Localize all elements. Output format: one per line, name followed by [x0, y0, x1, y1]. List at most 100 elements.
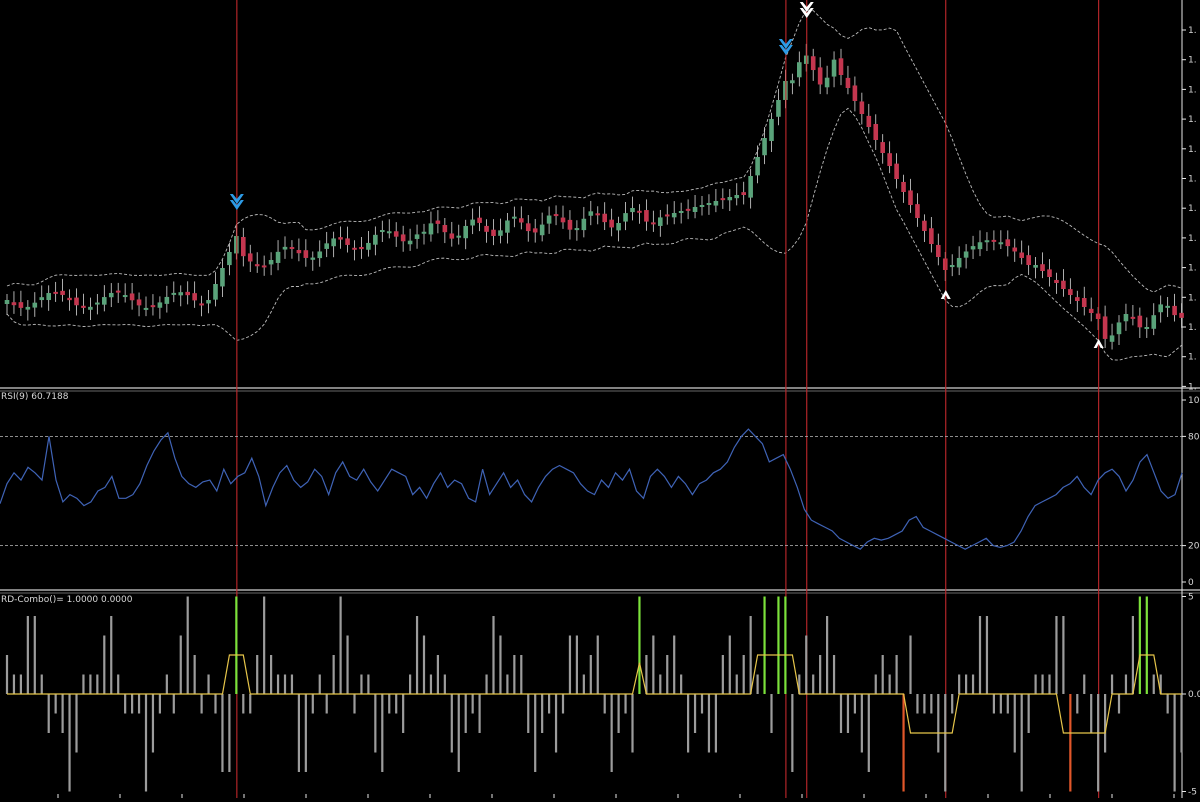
- candle-body: [574, 228, 580, 231]
- candle-body: [532, 228, 538, 233]
- histogram-bar: [1110, 674, 1114, 694]
- histogram-bar: [457, 694, 460, 772]
- histogram-bar: [235, 596, 238, 694]
- histogram-bar: [1145, 596, 1148, 694]
- price-axis-label: 1.: [1188, 204, 1197, 214]
- price-axis-label: 1.: [1188, 56, 1197, 66]
- histogram-bar: [228, 694, 231, 772]
- candle-body: [1165, 305, 1170, 308]
- histogram-bar: [131, 694, 134, 714]
- price-axis-label: 1.: [1188, 85, 1197, 95]
- histogram-bar: [554, 694, 558, 753]
- bollinger-lower-band: [6, 107, 1182, 361]
- candle-body: [776, 100, 781, 117]
- histogram-bar: [999, 694, 1002, 714]
- candle-body: [122, 295, 128, 298]
- candle-body: [852, 85, 858, 101]
- histogram-bar: [805, 635, 808, 694]
- candle-body: [1033, 265, 1038, 268]
- candle-body: [32, 302, 38, 308]
- candle-body: [88, 306, 93, 310]
- histogram-bar: [75, 694, 78, 753]
- price-axis-label: 1.: [1188, 293, 1197, 303]
- histogram-bar: [971, 674, 975, 694]
- histogram-bar: [1159, 674, 1162, 694]
- candle-body: [519, 218, 524, 223]
- candle-body: [380, 230, 385, 233]
- histogram-bar: [1104, 694, 1107, 753]
- histogram-bar: [756, 674, 759, 694]
- candle-body: [60, 290, 65, 295]
- histogram-bar: [881, 655, 884, 694]
- candle-body: [539, 224, 545, 236]
- histogram-bar: [33, 616, 36, 694]
- candle-body: [373, 234, 378, 245]
- candle-body: [734, 195, 740, 199]
- histogram-bar: [582, 674, 585, 694]
- candle-body: [1102, 316, 1108, 339]
- candle-body: [254, 264, 260, 267]
- arrow-up-icon: [1093, 339, 1104, 348]
- candle-body: [678, 211, 684, 213]
- histogram-bar: [214, 694, 217, 714]
- histogram-bar: [110, 616, 113, 694]
- histogram-bar: [902, 694, 905, 792]
- candle-body: [525, 223, 531, 232]
- histogram-bar: [422, 635, 426, 694]
- histogram-bar: [895, 655, 898, 694]
- candle-body: [143, 307, 149, 310]
- histogram-bar: [1173, 694, 1176, 792]
- histogram-bar: [763, 596, 766, 694]
- candle-body: [1158, 304, 1163, 313]
- histogram-bar: [402, 694, 405, 733]
- candle-body: [831, 59, 837, 77]
- candle-body: [456, 235, 462, 238]
- candle-body: [845, 77, 851, 88]
- candle-body: [1054, 279, 1059, 283]
- price-axis-label: 1.: [1188, 175, 1197, 185]
- candle-body: [345, 238, 350, 245]
- histogram-bar: [96, 674, 99, 694]
- histogram-bar: [985, 616, 989, 694]
- candle-body: [67, 297, 72, 301]
- candle-body: [1151, 315, 1157, 329]
- arrow-down-icon: [229, 200, 244, 210]
- histogram-bar: [103, 635, 106, 694]
- histogram-bar: [12, 674, 16, 694]
- histogram-bar: [1083, 674, 1086, 694]
- candle-body: [331, 238, 336, 247]
- histogram-bar: [770, 694, 773, 733]
- histogram-bar: [117, 674, 120, 694]
- histogram-bar: [61, 694, 64, 733]
- candle-body: [1005, 239, 1011, 247]
- candle-body: [338, 237, 343, 240]
- histogram-bar: [499, 635, 502, 694]
- histogram-bar: [749, 616, 752, 694]
- candle-body: [39, 297, 45, 301]
- candle-body: [727, 197, 733, 201]
- candle-body: [95, 302, 100, 305]
- candle-body: [241, 236, 246, 257]
- histogram-bar: [415, 616, 419, 694]
- candle-body: [115, 290, 121, 293]
- histogram-bar: [353, 694, 356, 714]
- price-axis-label: 1.: [1188, 264, 1197, 274]
- histogram-bar: [728, 635, 731, 694]
- histogram-bar: [1055, 616, 1058, 694]
- histogram-bar: [443, 674, 446, 694]
- combo-axis-label: -5: [1188, 788, 1197, 798]
- candle-body: [192, 293, 197, 301]
- candle-body: [894, 163, 899, 179]
- histogram-bar: [249, 694, 252, 714]
- histogram-bar: [923, 694, 926, 714]
- candle-body: [352, 247, 357, 250]
- histogram-bar: [1027, 694, 1030, 733]
- candle-body: [185, 291, 190, 296]
- candle-body: [880, 142, 885, 153]
- candle-body: [1019, 252, 1024, 258]
- histogram-bar: [290, 674, 294, 694]
- candle-body: [741, 192, 746, 195]
- histogram-bar: [819, 655, 822, 694]
